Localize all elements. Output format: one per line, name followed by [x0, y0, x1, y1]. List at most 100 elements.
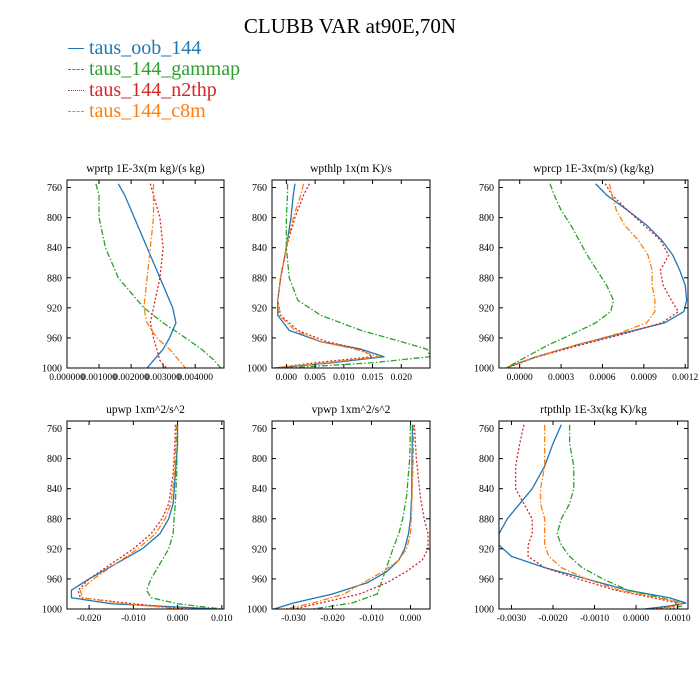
legend-line-icon — [68, 47, 84, 49]
y-tick-label: 1000 — [474, 605, 494, 616]
series-line-taus-144-n2thp — [514, 424, 679, 609]
chart-title: wpthlp 1x(m K)/s — [310, 163, 392, 175]
series-line-taus-144-c8m — [505, 183, 656, 368]
x-tick-label: 0.005 — [304, 373, 326, 383]
page-title: CLUBB VAR at90E,70N — [243, 14, 457, 38]
x-tick-label: 0.000 — [400, 614, 422, 624]
y-tick-label: 880 — [252, 273, 267, 284]
y-tick-label: 960 — [252, 333, 267, 344]
y-tick-label: 800 — [252, 454, 267, 465]
chart-panel: wprtp 1E-3x(m kg)/(s kg) 760 800 840 880 920 9… — [42, 163, 225, 383]
legend-line-icon — [68, 110, 84, 112]
y-tick-label: 1000 — [474, 364, 494, 375]
series-line-taus-144-c8m — [274, 183, 379, 368]
chart-panel: wprcp 1E-3x(m/s) (kg/kg) 760 800 840 880 920 9… — [474, 163, 699, 383]
x-tick-label: 0.001000 — [81, 373, 117, 383]
y-tick-label: 920 — [479, 544, 494, 555]
y-tick-label: 1000 — [247, 364, 267, 375]
x-tick-label: 0.000 — [276, 373, 298, 383]
series-line-taus-oob-144 — [70, 424, 218, 609]
chart-panel: rtpthlp 1E-3x(kg K)/kg 760 800 840 880 920 960… — [474, 404, 691, 624]
y-tick-label: 800 — [47, 213, 62, 224]
chart-title: upwp 1xm^2/s^2 — [106, 404, 185, 416]
x-tick-label: 0.0010 — [665, 614, 691, 624]
x-tick-label: 0.010 — [211, 614, 233, 624]
x-tick-label: 0.0012 — [672, 373, 698, 383]
x-tick-label: -0.0010 — [580, 614, 610, 624]
plot-frame — [498, 179, 689, 369]
legend-item: taus_144_c8m — [68, 101, 240, 122]
y-tick-label: 800 — [252, 213, 267, 224]
chart-title: wprcp 1E-3x(m/s) (kg/kg) — [533, 163, 654, 175]
y-tick-label: 840 — [479, 484, 494, 495]
y-tick-label: 840 — [47, 484, 62, 495]
series-line-taus-oob-144 — [117, 183, 177, 368]
plot-frame — [498, 420, 689, 610]
y-tick-label: 760 — [47, 183, 62, 194]
legend-item: taus_144_n2thp — [68, 80, 240, 101]
series-line-taus-oob-144 — [274, 183, 385, 368]
series-line-taus-144-n2thp — [149, 183, 167, 368]
y-tick-label: 840 — [252, 243, 267, 254]
y-tick-label: 800 — [479, 454, 494, 465]
y-tick-label: 960 — [47, 574, 62, 585]
chart-title: vpwp 1xm^2/s^2 — [312, 404, 391, 416]
y-tick-label: 920 — [252, 303, 267, 314]
x-tick-label: -0.0030 — [497, 614, 527, 624]
x-tick-label: 0.000 — [167, 614, 189, 624]
plot-frame — [66, 420, 225, 610]
chart-panel: upwp 1xm^2/s^2 760 800 840 880 920 960 1000 -0.0… — [42, 404, 233, 624]
x-tick-label: 0.0006 — [589, 373, 615, 383]
y-tick-label: 960 — [479, 333, 494, 344]
y-tick-label: 920 — [252, 544, 267, 555]
series-group — [505, 183, 688, 368]
series-line-taus-144-gammap — [312, 424, 412, 609]
series-line-taus-144-n2thp — [77, 424, 187, 609]
y-tick-label: 880 — [47, 514, 62, 525]
y-tick-label: 760 — [252, 183, 267, 194]
y-tick-label: 920 — [479, 303, 494, 314]
plot-frame — [271, 420, 431, 610]
x-tick-label: -0.020 — [77, 614, 102, 624]
x-tick-label: 0.010 — [333, 373, 355, 383]
x-tick-label: 0.015 — [362, 373, 384, 383]
x-tick-label: -0.030 — [281, 614, 306, 624]
y-tick-label: 1000 — [42, 605, 62, 616]
series-line-taus-144-c8m — [285, 424, 415, 609]
legend-line-icon — [68, 89, 84, 91]
x-tick-label: 0.0009 — [631, 373, 657, 383]
x-tick-label: 0.004000 — [177, 373, 213, 383]
series-line-taus-144-gammap — [145, 424, 222, 609]
x-tick-label: 0.0000 — [623, 614, 649, 624]
chart-title: rtpthlp 1E-3x(kg K)/kg — [540, 404, 647, 416]
y-tick-label: 920 — [47, 303, 62, 314]
legend-label: taus_oob_144 — [89, 37, 202, 59]
series-line-taus-144-n2thp — [293, 424, 429, 609]
x-tick-label: -0.020 — [320, 614, 345, 624]
series-line-taus-144-gammap — [505, 183, 615, 368]
series-line-taus-144-gammap — [556, 424, 683, 609]
series-line-taus-144-c8m — [539, 424, 683, 609]
x-tick-label: 0.020 — [391, 373, 413, 383]
x-tick-label: 0.003000 — [145, 373, 181, 383]
y-tick-label: 800 — [47, 454, 62, 465]
x-tick-label: 0.002000 — [113, 373, 149, 383]
legend-label: taus_144_c8m — [89, 100, 206, 122]
legend-item: taus_oob_144 — [68, 38, 240, 59]
y-tick-label: 1000 — [247, 605, 267, 616]
series-line-taus-oob-144 — [499, 424, 687, 609]
chart-panel: vpwp 1xm^2/s^2 760 800 840 880 920 960 1000 -0.0… — [247, 404, 431, 624]
y-tick-label: 960 — [252, 574, 267, 585]
x-tick-label: -0.010 — [121, 614, 146, 624]
x-tick-label: 0.0000 — [507, 373, 533, 383]
y-tick-label: 800 — [479, 213, 494, 224]
chart-panel: wpthlp 1x(m K)/s 760 800 840 880 920 960 1000 0.… — [247, 163, 431, 383]
legend-line-icon — [68, 68, 84, 70]
y-tick-label: 920 — [47, 544, 62, 555]
y-tick-label: 760 — [479, 183, 494, 194]
series-line-taus-144-n2thp — [274, 183, 374, 368]
series-group — [499, 424, 687, 609]
y-tick-label: 960 — [479, 574, 494, 585]
y-tick-label: 840 — [479, 243, 494, 254]
